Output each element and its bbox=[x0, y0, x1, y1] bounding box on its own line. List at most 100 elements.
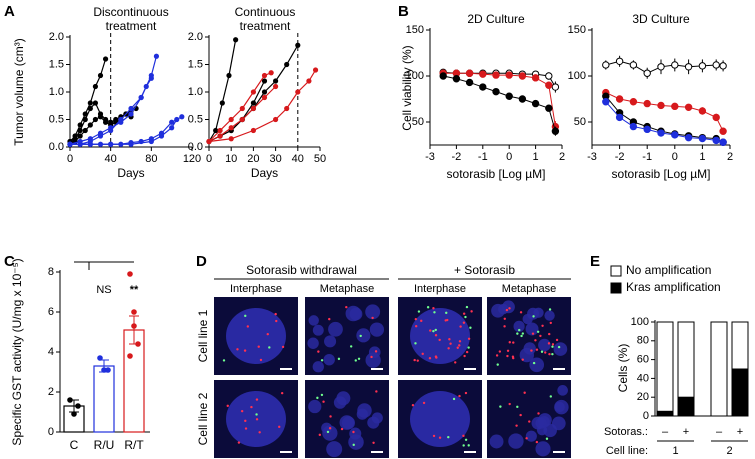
bar-segment bbox=[731, 321, 749, 370]
data-point bbox=[643, 69, 651, 77]
x-tick-label: -3 bbox=[587, 151, 597, 163]
signal bbox=[532, 361, 536, 365]
x-tick-label: + bbox=[737, 426, 743, 438]
signal bbox=[352, 430, 355, 434]
data-point bbox=[657, 63, 665, 71]
signal bbox=[357, 357, 361, 360]
x-tick-label: + bbox=[683, 426, 689, 438]
signal bbox=[537, 412, 540, 415]
row-label: Cell line 1 bbox=[196, 309, 210, 362]
growth-line bbox=[208, 86, 277, 143]
nucleus bbox=[324, 335, 337, 348]
signal bbox=[258, 431, 261, 434]
nucleus bbox=[328, 321, 343, 337]
x-tick-label: -1 bbox=[642, 151, 652, 163]
data-point bbox=[465, 78, 474, 87]
data-point bbox=[128, 111, 134, 117]
signal bbox=[318, 433, 322, 437]
y-tick-label: 1.0 bbox=[188, 86, 203, 98]
data-point bbox=[671, 61, 679, 69]
y-tick-label: 40 bbox=[637, 372, 649, 384]
signal bbox=[237, 441, 241, 444]
data-point bbox=[219, 100, 225, 106]
data-point bbox=[67, 397, 73, 403]
x-tick-label: -1 bbox=[478, 151, 488, 163]
data-point bbox=[102, 56, 109, 62]
y-tick-label: 0.0 bbox=[188, 141, 203, 153]
signal bbox=[496, 363, 499, 366]
data-point bbox=[545, 72, 553, 80]
signal bbox=[548, 308, 552, 311]
data-point bbox=[108, 141, 114, 147]
data-point bbox=[295, 89, 301, 95]
y-tick-label: 0 bbox=[48, 426, 54, 438]
data-point bbox=[228, 116, 234, 123]
data-point bbox=[712, 136, 720, 145]
data-point bbox=[505, 92, 513, 100]
nucleus bbox=[513, 320, 525, 332]
signal bbox=[255, 413, 258, 416]
x-tick-label: -2 bbox=[615, 151, 625, 163]
data-point bbox=[439, 72, 447, 80]
data-point bbox=[138, 94, 144, 101]
signal bbox=[370, 355, 373, 359]
signal bbox=[516, 332, 519, 335]
nucleus bbox=[368, 346, 381, 359]
data-point bbox=[615, 113, 624, 122]
signal bbox=[541, 324, 544, 328]
signal bbox=[503, 317, 506, 320]
signal bbox=[465, 305, 469, 309]
bar bbox=[123, 329, 145, 433]
signal bbox=[433, 311, 436, 314]
data-point bbox=[268, 70, 274, 76]
data-point bbox=[87, 122, 93, 128]
signal bbox=[557, 345, 561, 349]
signal bbox=[413, 358, 416, 362]
signal bbox=[222, 359, 226, 362]
nucleus bbox=[551, 416, 566, 431]
nucleus bbox=[508, 433, 524, 449]
signal bbox=[521, 358, 524, 361]
data-point bbox=[131, 323, 137, 329]
signal bbox=[456, 346, 459, 349]
data-point bbox=[602, 61, 610, 69]
signal bbox=[545, 437, 549, 440]
signal bbox=[429, 329, 432, 332]
nucleus bbox=[554, 399, 569, 415]
x-tick-label: 0 bbox=[206, 153, 212, 165]
data-point bbox=[97, 133, 104, 139]
x-tick-label: 1 bbox=[699, 151, 705, 163]
data-point bbox=[492, 87, 500, 96]
data-point bbox=[531, 99, 540, 108]
x-tick-label: 20 bbox=[247, 153, 259, 165]
bar-segment bbox=[677, 396, 695, 417]
fit-line bbox=[443, 72, 556, 127]
nucleus bbox=[410, 308, 470, 364]
nucleus bbox=[529, 357, 545, 373]
data-point bbox=[118, 116, 124, 123]
signal bbox=[508, 307, 511, 310]
data-point bbox=[105, 367, 111, 373]
x-tick-label: 2 bbox=[727, 151, 733, 163]
x-tick-label: 80 bbox=[145, 153, 157, 165]
fit-line bbox=[605, 92, 724, 132]
data-point bbox=[698, 62, 707, 70]
signal bbox=[518, 328, 521, 332]
signal bbox=[535, 440, 539, 444]
bar-segment bbox=[710, 321, 728, 417]
data-point bbox=[261, 94, 268, 101]
data-point bbox=[643, 99, 651, 108]
nucleus bbox=[226, 308, 286, 364]
x-tick-label: 30 bbox=[269, 153, 281, 165]
nucleus bbox=[323, 353, 335, 366]
signal bbox=[411, 403, 415, 407]
nucleus bbox=[522, 313, 533, 325]
data-point bbox=[127, 353, 133, 359]
data-point bbox=[629, 98, 638, 106]
group-label: 1 bbox=[672, 445, 678, 457]
data-point bbox=[75, 403, 81, 409]
signal bbox=[512, 341, 515, 344]
y-tick-label: 0 bbox=[643, 410, 649, 422]
nucleus bbox=[356, 328, 371, 343]
signal bbox=[359, 334, 362, 338]
